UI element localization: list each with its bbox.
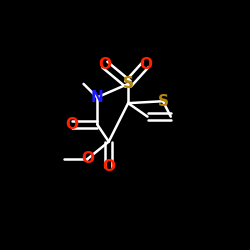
Text: N: N xyxy=(91,90,104,105)
Text: S: S xyxy=(158,94,168,109)
Text: O: O xyxy=(81,152,94,166)
Text: O: O xyxy=(66,117,78,132)
Text: O: O xyxy=(139,57,152,72)
Text: O: O xyxy=(102,159,115,174)
Text: O: O xyxy=(98,57,112,72)
Text: S: S xyxy=(122,76,134,92)
